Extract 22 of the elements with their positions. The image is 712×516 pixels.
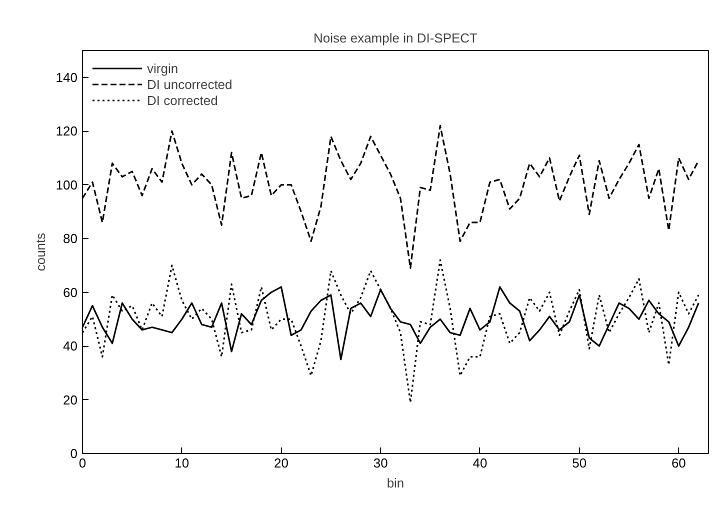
x-tick-label: 60 [671, 456, 686, 470]
legend-label: DI corrected [147, 92, 218, 108]
y-tick-label: 80 [63, 231, 78, 246]
y-tick-label: 60 [63, 284, 78, 300]
y-tick-label: 100 [56, 177, 78, 192]
chart-title: Noise example in DI-SPECT [314, 30, 478, 46]
line-series [82, 124, 700, 269]
y-tick-label: 40 [63, 338, 78, 354]
x-tick-label: 50 [572, 456, 587, 470]
y-tick-label: 140 [56, 70, 78, 85]
x-axis-title: bin [386, 476, 404, 490]
y-axis-title: counts [32, 232, 48, 272]
x-tick-label: 30 [373, 456, 388, 470]
x-tick-label: 20 [274, 456, 288, 470]
legend-label: virgin [147, 60, 178, 76]
y-tick-label: 120 [56, 124, 78, 139]
y-tick-label: 20 [63, 392, 78, 408]
line-series [82, 259, 700, 404]
y-tick-label: 0 [70, 446, 78, 461]
x-tick-label: 40 [472, 456, 488, 470]
legend-label: DI uncorrected [147, 76, 232, 92]
x-tick-label: 10 [174, 456, 190, 470]
